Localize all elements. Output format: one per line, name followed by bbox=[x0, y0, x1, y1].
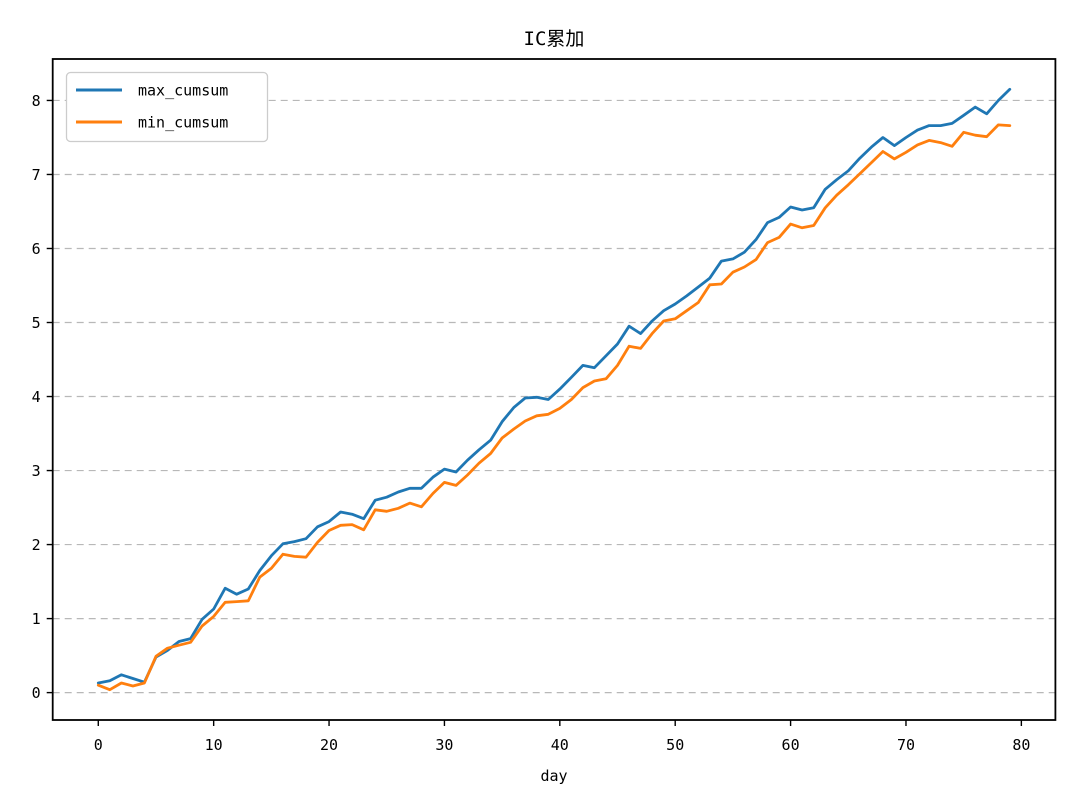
x-tick-label-30: 30 bbox=[435, 736, 453, 754]
x-tick-label-10: 10 bbox=[205, 736, 223, 754]
x-tick-label-50: 50 bbox=[666, 736, 684, 754]
x-tick-label-20: 20 bbox=[320, 736, 338, 754]
series-lines bbox=[96, 87, 1012, 692]
legend-label-min-cumsum: min_cumsum bbox=[138, 114, 228, 132]
max-cumsum-line bbox=[96, 87, 1012, 685]
x-tick-label-60: 60 bbox=[782, 736, 800, 754]
legend: max_cumsum min_cumsum bbox=[65, 71, 269, 143]
axis-ticks bbox=[46, 99, 1023, 726]
y-tick-label-0: 0 bbox=[32, 684, 41, 702]
y-tick-label-3: 3 bbox=[32, 462, 41, 480]
x-tick-label-80: 80 bbox=[1012, 736, 1030, 754]
x-tick-label-0: 0 bbox=[94, 736, 103, 754]
y-tick-label-7: 7 bbox=[32, 166, 41, 184]
plot-border bbox=[51, 58, 1057, 721]
y-tick-label-2: 2 bbox=[32, 536, 41, 554]
x-tick-label-40: 40 bbox=[551, 736, 569, 754]
y-tick-label-6: 6 bbox=[32, 240, 41, 258]
y-tick-label-4: 4 bbox=[32, 388, 41, 406]
x-axis-label: day bbox=[540, 767, 567, 785]
x-tick-labels: 0 10 20 30 40 50 60 70 80 bbox=[94, 736, 1031, 754]
y-tick-labels: 0 1 2 3 4 5 6 7 8 bbox=[32, 92, 41, 702]
gridlines bbox=[52, 99, 1056, 694]
y-tick-label-1: 1 bbox=[32, 610, 41, 628]
legend-label-max-cumsum: max_cumsum bbox=[138, 82, 228, 100]
x-tick-label-70: 70 bbox=[897, 736, 915, 754]
y-tick-label-5: 5 bbox=[32, 314, 41, 332]
chart-title: IC累加 bbox=[524, 28, 585, 50]
min-cumsum-line bbox=[96, 123, 1012, 692]
y-tick-label-8: 8 bbox=[32, 92, 41, 110]
